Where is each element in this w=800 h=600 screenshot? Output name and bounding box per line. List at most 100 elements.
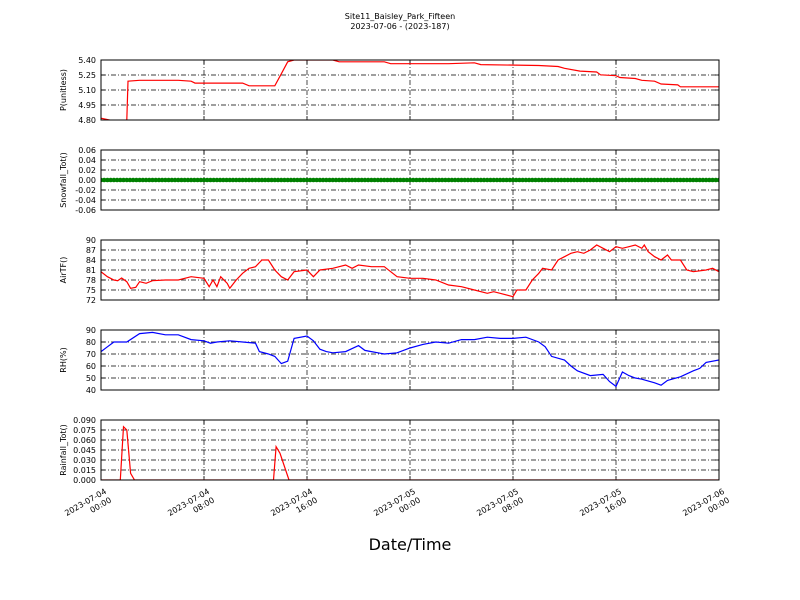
data-point	[510, 177, 516, 183]
series-2	[101, 177, 719, 183]
data-point	[137, 177, 142, 183]
y-tick-label: 0.075	[73, 426, 96, 435]
data-point	[433, 177, 439, 183]
data-point	[362, 177, 368, 183]
data-point	[481, 177, 487, 183]
data-point	[182, 177, 187, 183]
data-point	[626, 177, 632, 183]
y-tick-label: 5.25	[78, 71, 96, 80]
data-point	[468, 177, 474, 183]
data-point	[575, 177, 580, 183]
data-point	[295, 177, 300, 183]
data-point	[246, 177, 252, 183]
data-point	[571, 177, 577, 183]
data-point	[501, 177, 506, 183]
data-point	[249, 177, 255, 183]
series-3	[101, 243, 719, 298]
data-point	[542, 177, 548, 183]
data-point	[546, 177, 551, 183]
data-point	[301, 177, 307, 183]
data-point	[179, 177, 184, 183]
y-tick-label: 4.95	[78, 101, 96, 110]
data-point	[565, 177, 571, 183]
data-point	[407, 177, 413, 183]
data-point	[278, 177, 284, 183]
data-point	[262, 177, 268, 183]
data-point	[217, 177, 223, 183]
data-point	[385, 177, 390, 183]
y-tick-label: 0.000	[73, 476, 96, 485]
data-point	[552, 177, 558, 183]
data-point	[195, 177, 200, 183]
data-point	[111, 177, 117, 183]
y-tick-label: 75	[86, 286, 96, 295]
data-point	[272, 177, 278, 183]
data-point	[307, 177, 313, 183]
data-point	[317, 177, 323, 183]
data-point	[118, 177, 123, 183]
data-point	[694, 177, 699, 183]
data-point	[423, 177, 429, 183]
y-tick-label: 90	[86, 236, 96, 245]
data-point	[507, 177, 513, 183]
data-point	[443, 177, 448, 183]
panel-4: 40 50 60 70 80 90 RH(%)	[59, 326, 720, 395]
y-tick-label: 90	[86, 326, 96, 335]
data-point	[581, 177, 587, 183]
data-point	[398, 177, 403, 183]
data-point	[314, 177, 319, 183]
data-point	[690, 177, 696, 183]
y-tick-label: 40	[86, 386, 96, 395]
data-point	[349, 177, 355, 183]
data-point	[172, 177, 178, 183]
data-point	[597, 177, 603, 183]
data-point	[678, 177, 683, 183]
y-tick-label: 0.030	[73, 456, 96, 465]
data-point	[658, 177, 664, 183]
y-tick-label: 5.40	[78, 56, 96, 65]
panel-frame	[100, 149, 720, 211]
data-point	[671, 177, 677, 183]
series-5	[101, 425, 719, 480]
data-point	[256, 177, 262, 183]
data-point	[591, 177, 596, 183]
y-tick-label: 0.090	[73, 416, 96, 425]
data-point	[404, 177, 410, 183]
data-point	[600, 177, 606, 183]
data-point	[224, 177, 229, 183]
data-point	[526, 177, 532, 183]
data-point	[459, 177, 464, 183]
data-point	[710, 177, 715, 183]
y-tick-label: 0.06	[78, 146, 96, 155]
data-point	[114, 177, 120, 183]
data-point	[169, 177, 175, 183]
data-point	[204, 177, 210, 183]
data-point	[243, 177, 249, 183]
data-point	[417, 177, 422, 183]
data-point	[629, 177, 635, 183]
data-point	[108, 177, 113, 183]
series-line	[101, 425, 719, 480]
data-point	[681, 177, 686, 183]
y-tick-label: 50	[86, 374, 96, 383]
data-point	[536, 177, 542, 183]
data-point	[163, 177, 168, 183]
panels: 4.804.955.105.255.40P(unitless)-0.06-0.0…	[59, 56, 720, 485]
data-point	[478, 177, 484, 183]
chart-subtitle: 2023-07-06 - (2023-187)	[350, 22, 449, 31]
x-axis-label: Date/Time	[369, 535, 452, 554]
data-point	[558, 177, 564, 183]
series-line	[101, 60, 719, 120]
data-point	[320, 177, 326, 183]
data-point	[311, 177, 316, 183]
y-tick-label: 81	[86, 266, 96, 275]
data-point	[259, 177, 265, 183]
panel-frame	[100, 329, 720, 391]
data-point	[716, 177, 719, 183]
y-tick-label: 60	[86, 362, 96, 371]
data-point	[227, 177, 233, 183]
data-point	[240, 177, 245, 183]
data-point	[623, 177, 628, 183]
